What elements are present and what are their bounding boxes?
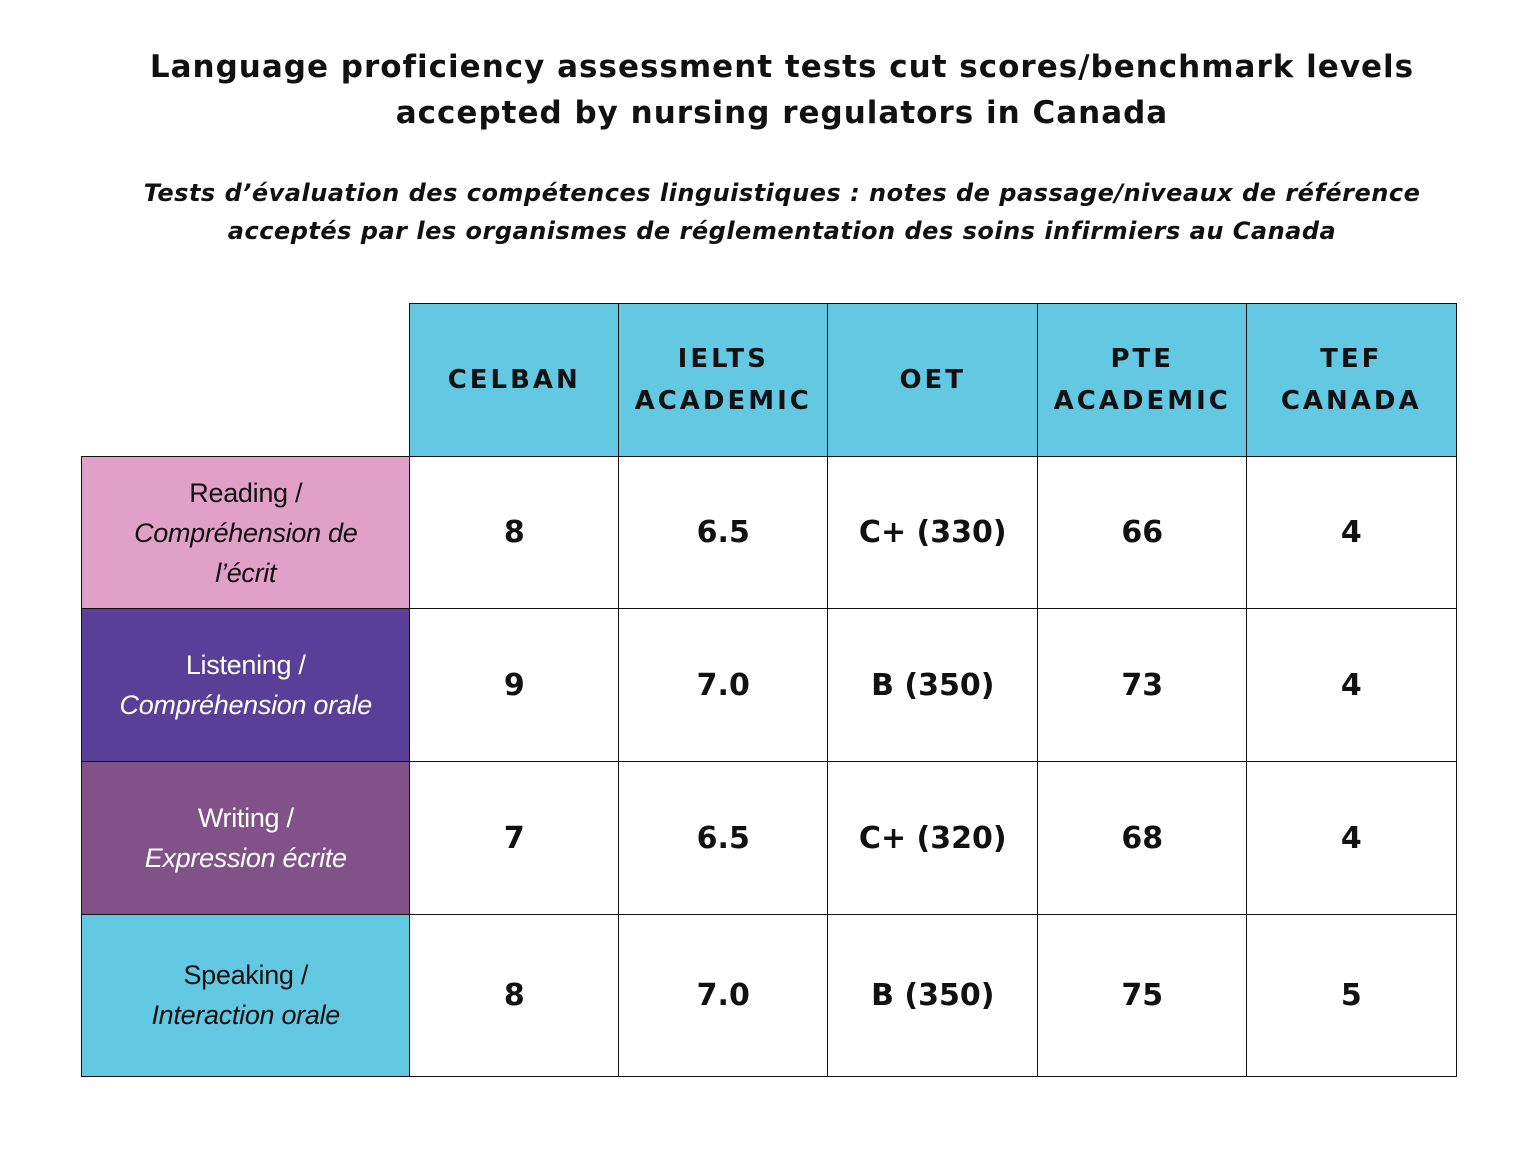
page-title: Language proficiency assessment tests cu… [0, 44, 1536, 136]
score-cell: 66 [1037, 456, 1248, 610]
score-cell: 8 [409, 456, 620, 610]
column-header-line-1: CELBAN [447, 365, 581, 396]
subtitle-line-1: Tests d’évaluation des compétences lingu… [143, 179, 1421, 207]
score-cell: B (350) [827, 914, 1039, 1077]
column-header-line-2: CANADA [1280, 386, 1422, 417]
column-header-line-1: OET [899, 365, 967, 396]
score-value: 7 [503, 820, 525, 856]
row-label-french: Interaction orale [151, 1000, 340, 1031]
row-label-french: Compréhension orale [119, 690, 373, 721]
score-value: 4 [1340, 820, 1362, 856]
score-value: B (350) [871, 977, 995, 1013]
column-header-tef: TEF CANADA [1246, 303, 1457, 458]
score-value: C+ (320) [858, 820, 1007, 856]
score-cell: 4 [1246, 608, 1457, 763]
row-label-listening: Listening / Compréhension orale [81, 608, 411, 763]
row-label-slash: / [293, 960, 309, 991]
score-cell: B (350) [827, 608, 1039, 763]
score-cell: 4 [1246, 761, 1457, 916]
score-value: 4 [1340, 515, 1362, 551]
score-value: 66 [1121, 515, 1164, 551]
score-cell: 4 [1246, 456, 1457, 610]
score-cell: 9 [409, 608, 620, 763]
row-label-english-text: Reading [189, 477, 288, 508]
score-cell: C+ (320) [827, 761, 1039, 916]
score-value: C+ (330) [858, 515, 1007, 551]
row-label-speaking: Speaking / Interaction orale [81, 914, 411, 1077]
row-label-slash: / [279, 803, 294, 834]
column-header-oet: OET [827, 303, 1039, 458]
column-header-text: CELBAN [448, 359, 581, 401]
column-header-line-1: TEF [1320, 344, 1383, 375]
column-header-line-1: PTE [1110, 344, 1175, 375]
score-value: 8 [503, 515, 525, 551]
row-label-reading: Reading / Compréhension de l’écrit [81, 456, 411, 610]
row-label-french: Compréhension de [134, 517, 358, 548]
score-cell: 7.0 [618, 914, 829, 1077]
score-value: 7.0 [696, 667, 750, 703]
title-line-1: Language proficiency assessment tests cu… [149, 49, 1415, 85]
score-cell: 75 [1037, 914, 1248, 1077]
score-cell: 6.5 [618, 456, 829, 610]
row-label-english-text: Listening [185, 650, 292, 681]
score-value: 8 [503, 977, 525, 1013]
score-value: 9 [503, 667, 525, 703]
score-value: B (350) [871, 667, 995, 703]
score-value: 73 [1121, 667, 1164, 703]
row-label-english: Listening / [186, 645, 306, 685]
column-header-celban: CELBAN [409, 303, 620, 458]
row-label-english-text: Speaking [183, 960, 294, 991]
title-line-2: accepted by nursing regulators in Canada [395, 95, 1169, 131]
row-label-slash: / [291, 650, 306, 681]
score-value: 68 [1121, 820, 1164, 856]
score-cell: 7 [409, 761, 620, 916]
column-header-line-2: ACADEMIC [634, 386, 812, 417]
column-header-ielts: IELTS ACADEMIC [618, 303, 829, 458]
score-cell: 5 [1246, 914, 1457, 1077]
score-value: 75 [1121, 977, 1164, 1013]
page-subtitle: Tests d’évaluation des compétences lingu… [0, 174, 1536, 250]
row-label-french-line-2: l’écrit [215, 557, 277, 588]
row-label-english: Reading / [189, 473, 302, 513]
row-label-english-text: Writing [197, 803, 280, 834]
score-cell: 7.0 [618, 608, 829, 763]
row-label-writing: Writing / Expression écrite [81, 761, 411, 916]
column-header-pte: PTE ACADEMIC [1037, 303, 1248, 458]
column-header-line-2: ACADEMIC [1053, 386, 1231, 417]
column-header-text: IELTS ACADEMIC [635, 338, 812, 422]
score-cell: 6.5 [618, 761, 829, 916]
column-header-text: PTE ACADEMIC [1054, 338, 1231, 422]
subtitle-line-2: acceptés par les organismes de réglement… [227, 217, 1337, 245]
column-header-text: TEF CANADA [1281, 338, 1422, 422]
row-label-french: Expression écrite [144, 843, 347, 874]
score-cell: 73 [1037, 608, 1248, 763]
row-label-slash: / [287, 477, 303, 508]
column-header-line-1: IELTS [677, 344, 769, 375]
row-label-english: Writing / [198, 798, 294, 838]
score-cell: 8 [409, 914, 620, 1077]
score-value: 6.5 [696, 515, 750, 551]
score-value: 4 [1340, 667, 1362, 703]
column-header-text: OET [899, 359, 966, 401]
score-value: 7.0 [696, 977, 750, 1013]
score-value: 5 [1340, 977, 1362, 1013]
score-value: 6.5 [696, 820, 750, 856]
row-label-english: Speaking / [183, 955, 308, 995]
score-cell: 68 [1037, 761, 1248, 916]
score-cell: C+ (330) [827, 456, 1039, 610]
